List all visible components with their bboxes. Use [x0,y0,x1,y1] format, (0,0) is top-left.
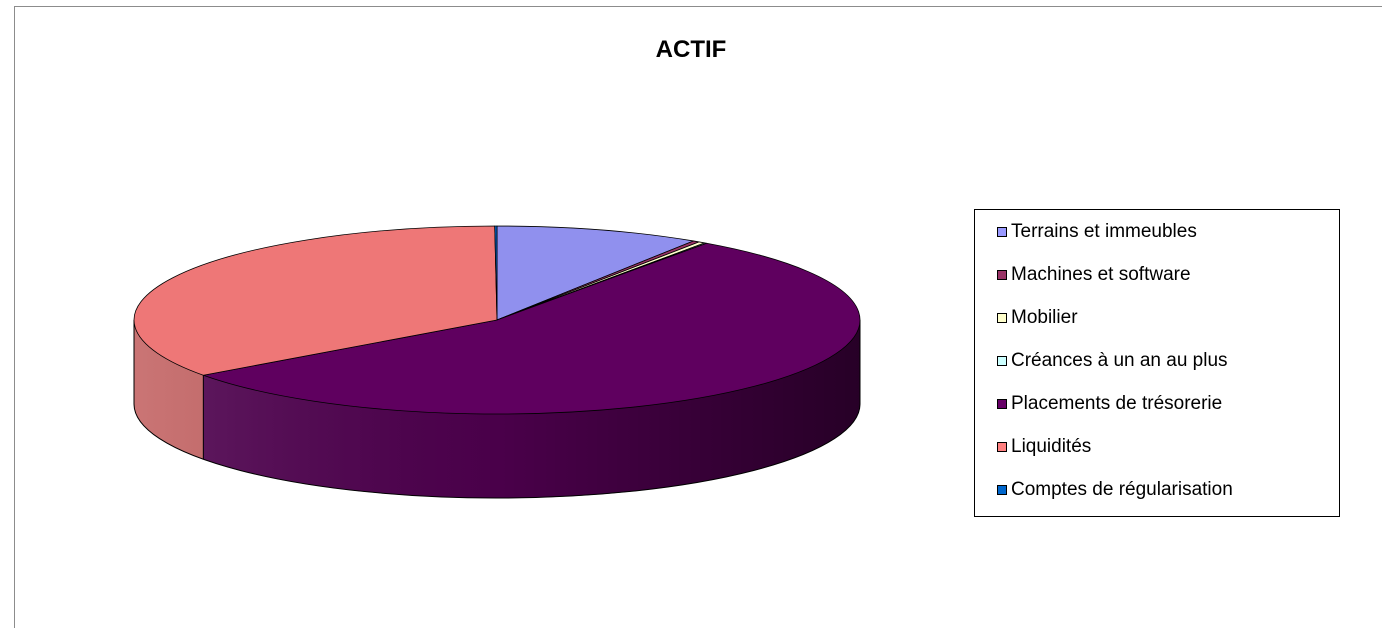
pie-side-outline [133,320,861,499]
legend-item-terrains-et-immeubles: Terrains et immeubles [997,220,1197,244]
legend-label: Comptes de régularisation [1011,479,1233,500]
legend-item-creances-a-un-an-au-plus: Créances à un an au plus [997,349,1228,373]
legend-item-mobilier: Mobilier [997,306,1078,330]
pie-slice-terrains-et-immeubles [496,225,694,321]
legend-swatch [997,270,1007,280]
pie-side-shading [134,320,860,498]
legend-item-machines-et-software: Machines et software [997,263,1191,287]
legend-item-comptes-de-regularisation: Comptes de régularisation [997,478,1233,502]
legend-item-placements-de-tresorerie: Placements de trésorerie [997,392,1222,416]
legend-label: Liquidités [1011,436,1092,457]
chart-title: ACTIF [655,36,727,63]
legend-item-liquidites: Liquidités [997,435,1091,459]
legend: Terrains et immeubles Machines et softwar… [974,209,1340,517]
legend-label: Machines et software [1011,264,1191,285]
pie-tops [133,225,861,415]
legend-label: Mobilier [1011,307,1078,328]
legend-swatch [997,399,1007,409]
pie-slice-placements-de-tresorerie [202,242,861,415]
legend-swatch [997,485,1007,495]
legend-label: Placements de trésorerie [1011,393,1223,414]
legend-label: Terrains et immeubles [1011,221,1197,242]
pie-sides [133,319,861,499]
legend-swatch [997,313,1007,323]
legend-swatch [997,356,1007,366]
legend-swatch [997,227,1007,237]
pie-slice-liquidites [133,225,498,376]
pie-slice-comptes-de-regularisation [494,225,498,321]
legend-label: Créances à un an au plus [1011,350,1228,371]
legend-swatch [997,442,1007,452]
